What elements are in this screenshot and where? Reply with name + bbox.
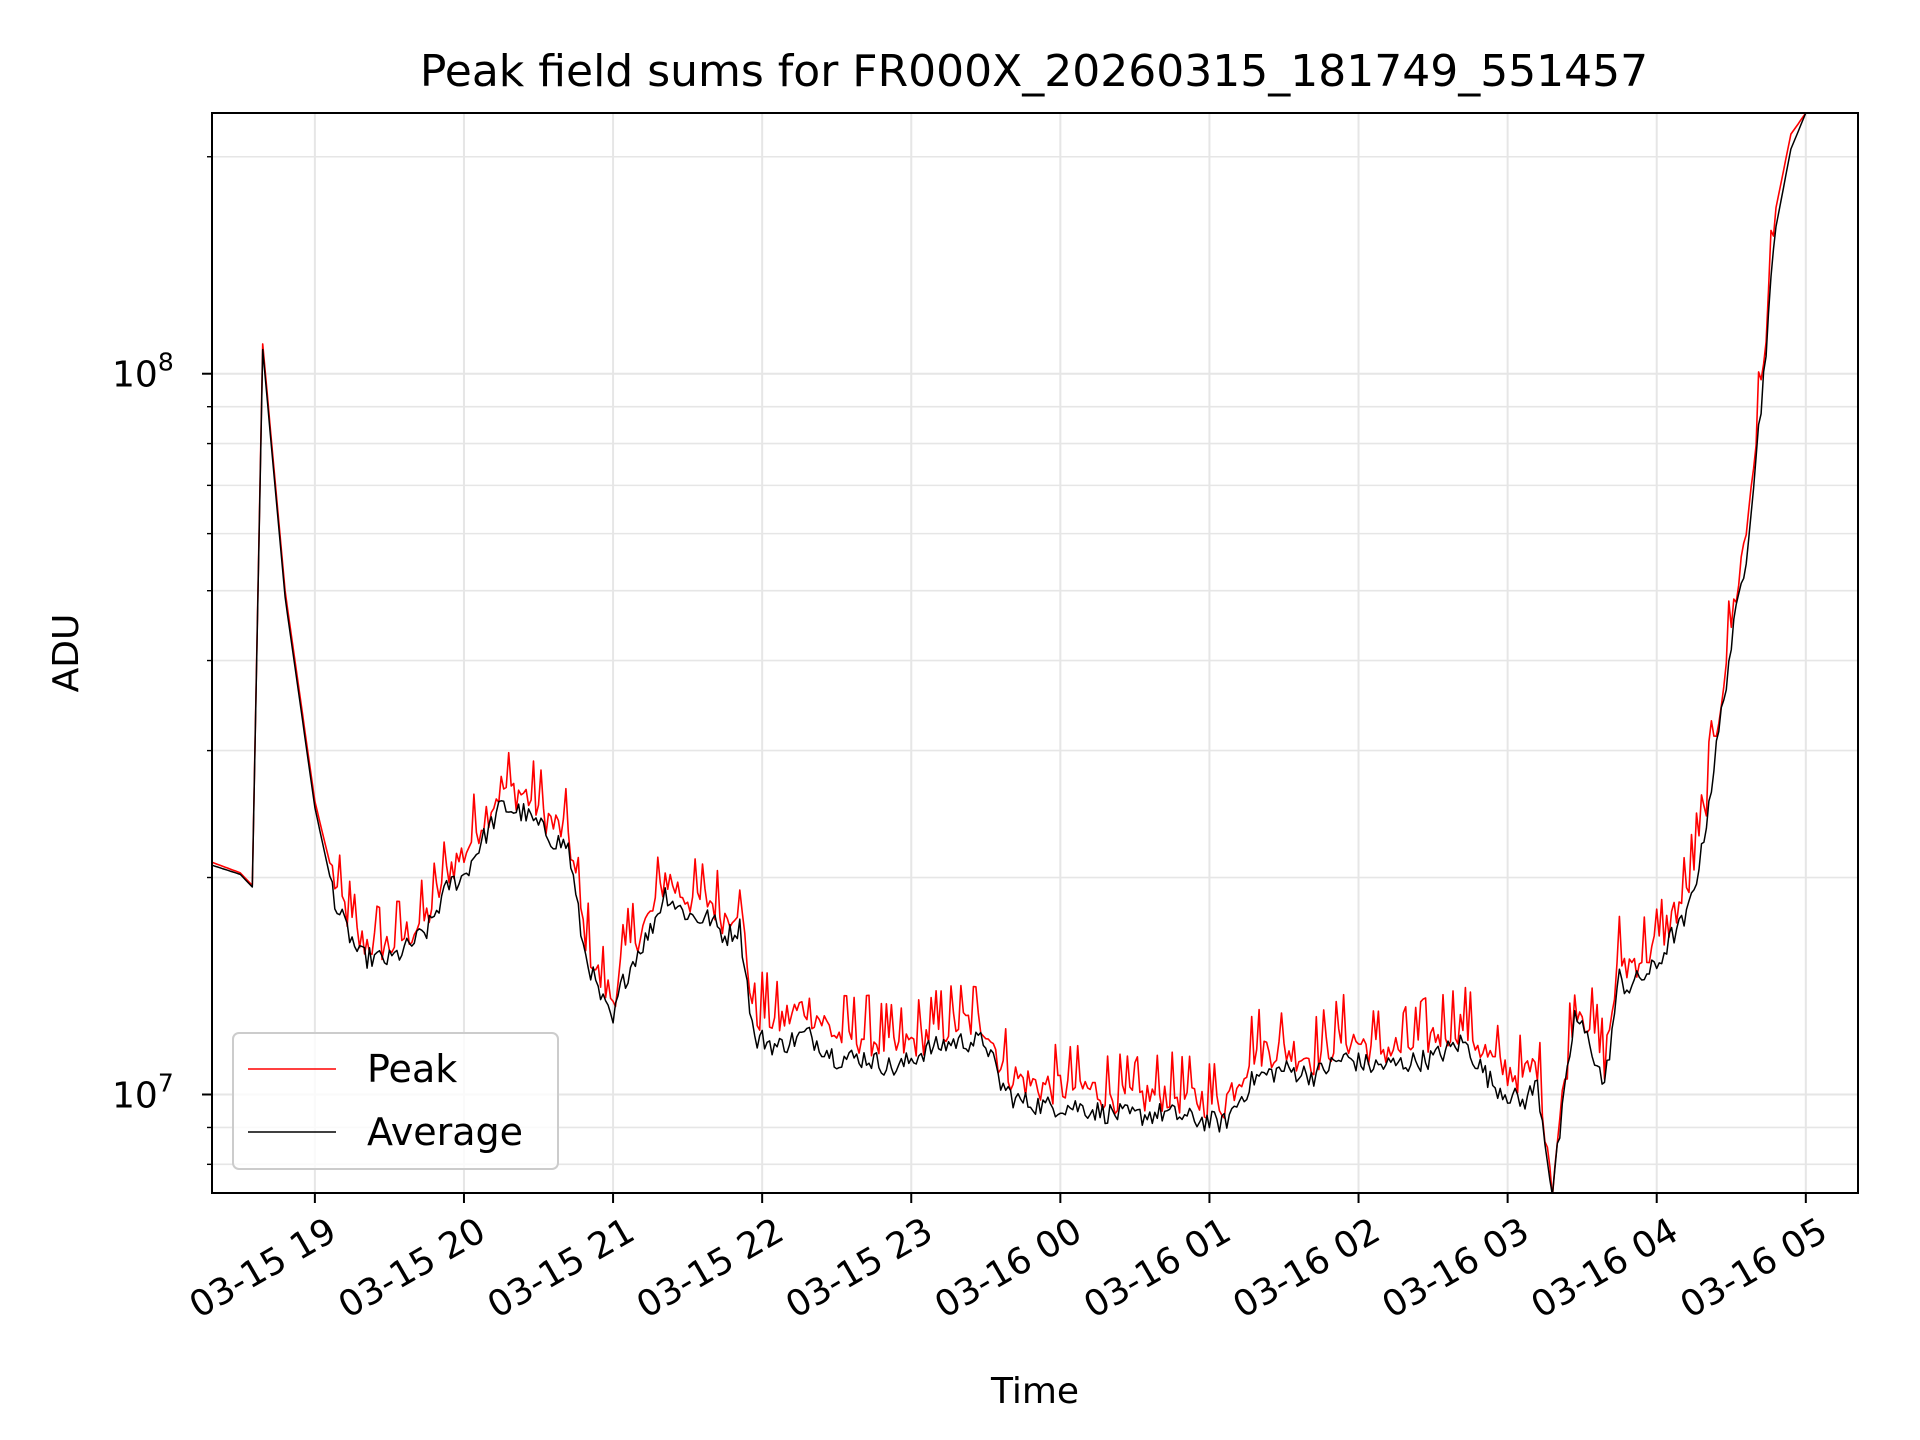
y-tick-exponent: 7: [158, 1068, 174, 1097]
y-axis-label: ADU: [46, 614, 87, 693]
series-layer: [212, 113, 1858, 1193]
y-tick-exponent: 8: [158, 348, 174, 377]
series-line-average: [212, 113, 1858, 1193]
y-tick-base: 10: [112, 1075, 158, 1116]
legend-label-peak: Peak: [367, 1047, 457, 1091]
x-axis-label: Time: [990, 1371, 1079, 1412]
chart-title: Peak field sums for FR000X_20260315_1817…: [420, 46, 1648, 97]
plot-frame: [211, 112, 1859, 1194]
legend-box: [232, 1032, 559, 1170]
y-tick-label: 107: [112, 1068, 174, 1116]
legend: Peak Average: [232, 1032, 559, 1170]
y-tick-label: 108: [112, 348, 174, 396]
y-tick-base: 10: [112, 355, 158, 396]
legend-label-average: Average: [367, 1110, 523, 1154]
